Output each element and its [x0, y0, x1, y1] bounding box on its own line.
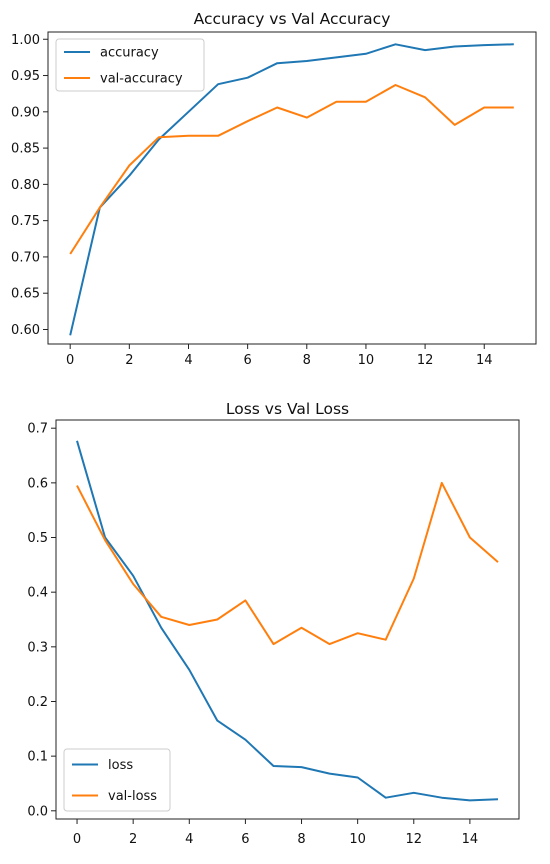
legend-label: val-accuracy: [100, 72, 183, 87]
chart-title: Accuracy vs Val Accuracy: [194, 10, 391, 28]
x-tick-label: 12: [417, 353, 434, 368]
series-line-loss: [76, 440, 499, 802]
y-tick-label: 0.2: [27, 695, 48, 710]
y-tick-label: 0.75: [11, 214, 40, 229]
legend-label: loss: [108, 758, 133, 773]
x-tick-label: 8: [297, 832, 305, 847]
x-tick-label: 14: [476, 353, 493, 368]
y-tick-label: 0.80: [11, 178, 40, 193]
y-tick-label: 0.65: [11, 287, 40, 302]
series-line-accuracy: [69, 43, 514, 336]
y-tick-label: 0.6: [27, 476, 48, 491]
y-tick-label: 0.5: [27, 531, 48, 546]
x-tick-label: 6: [241, 832, 249, 847]
series-line-val-accuracy: [69, 84, 514, 255]
y-tick-label: 0.70: [11, 250, 40, 265]
x-tick-label: 2: [129, 832, 137, 847]
series-line-val-loss: [76, 481, 499, 646]
x-tick-label: 6: [243, 353, 251, 368]
y-tick-label: 0.85: [11, 142, 40, 157]
legend-label: val-loss: [108, 789, 157, 804]
y-tick-label: 0.1: [27, 750, 48, 765]
x-tick-label: 10: [349, 832, 366, 847]
x-tick-label: 0: [66, 353, 74, 368]
y-tick-label: 0.90: [11, 105, 40, 120]
x-tick-label: 12: [405, 832, 422, 847]
x-tick-label: 4: [184, 353, 192, 368]
y-tick-label: 1.00: [11, 33, 40, 48]
y-tick-label: 0.0: [27, 804, 48, 819]
y-tick-label: 0.60: [11, 323, 40, 338]
y-tick-label: 0.7: [27, 422, 48, 437]
plot-frame: [55, 419, 520, 820]
y-tick-label: 0.3: [27, 640, 48, 655]
x-tick-label: 8: [303, 353, 311, 368]
plot-frame: [47, 31, 537, 345]
accuracy-chart: Accuracy vs Val Accuracy 0 2 4 6 8 10 12 14 0.60 0…: [11, 10, 537, 368]
loss-chart: Loss vs Val Loss 0 2 4 6 8 10 12 14 0.0 0.1 0.2 0.3 0…: [27, 400, 520, 847]
x-tick-label: 4: [185, 832, 193, 847]
legend-label: accuracy: [100, 46, 159, 61]
x-tick-label: 0: [73, 832, 81, 847]
x-tick-label: 14: [462, 832, 479, 847]
x-tick-label: 2: [125, 353, 133, 368]
y-tick-label: 0.4: [27, 586, 48, 601]
y-tick-label: 0.95: [11, 69, 40, 84]
chart-title: Loss vs Val Loss: [226, 400, 349, 418]
legend-box: [55, 38, 205, 92]
x-tick-label: 10: [358, 353, 375, 368]
